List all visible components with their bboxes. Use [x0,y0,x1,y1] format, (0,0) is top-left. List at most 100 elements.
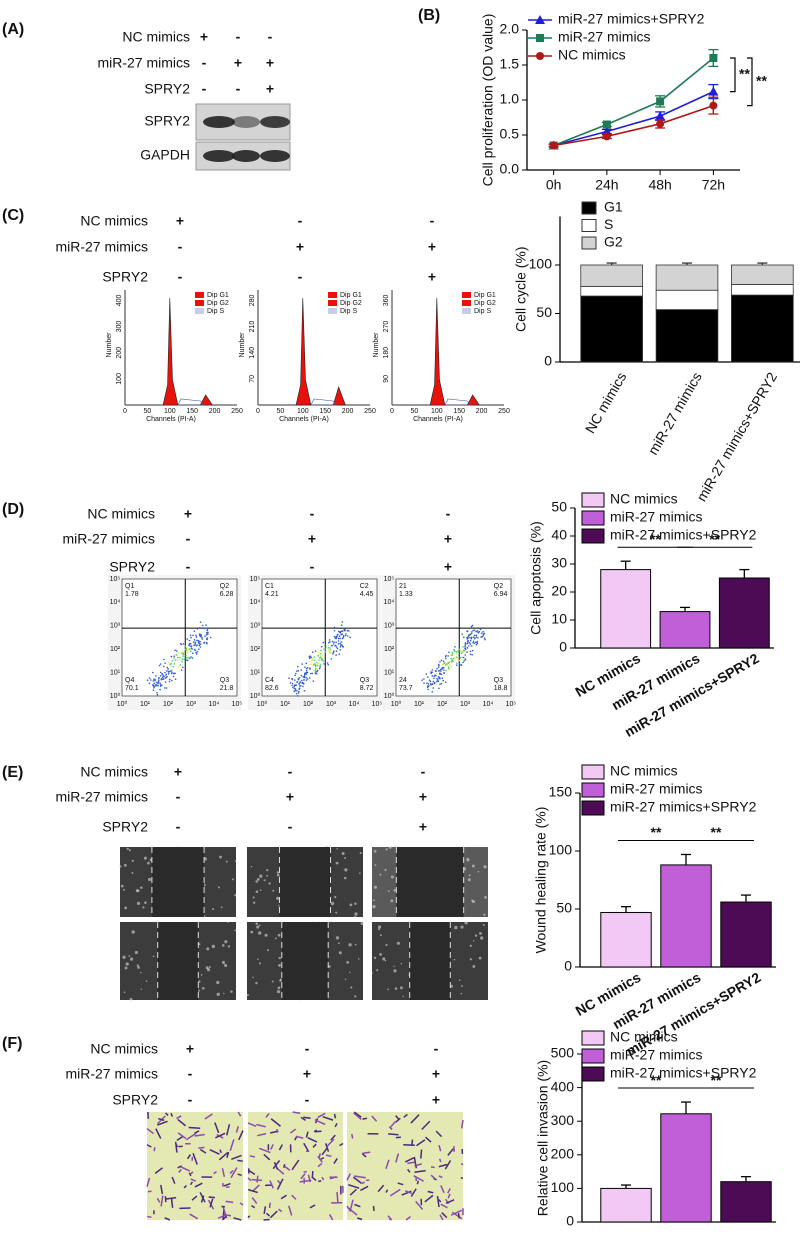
invading-cell [177,1118,187,1127]
cell-speck [122,955,126,959]
dotplot-dot [313,659,316,661]
dotplot-dot [165,687,168,689]
invading-cell [415,1200,424,1210]
treatment-sign: - [430,213,435,229]
dotplot-dot [475,643,478,646]
dotplot-dot [155,675,157,677]
cell-speck [354,943,357,946]
bar [720,1181,772,1223]
invading-cell [438,1163,448,1168]
dotplot-dot [429,680,432,683]
dotplot-dot [470,636,473,639]
dotplot-dot [431,691,434,693]
dotplot-dot [152,680,155,682]
dotplot-dot [154,678,157,681]
cell-speck [359,872,361,874]
dotplot-dot [189,645,192,647]
cell-speck [360,921,364,925]
cell-speck [354,912,358,916]
dotplot-dot [471,649,474,652]
dotplot-dot [464,647,467,650]
treatment-label: miR-27 mimics [62,531,155,547]
histogram-peak [466,394,480,406]
treatment-sign: + [419,819,427,835]
dotplot-dot [195,653,198,655]
dotplot-dot [199,646,202,648]
cell-speck [212,908,215,911]
treatment-sign: + [444,531,452,547]
bar-segment [655,264,719,291]
dotplot-dot [304,673,306,675]
dotplot-dot [327,663,330,666]
invading-cell [291,1194,297,1200]
dotplot-dot [194,641,197,644]
dotplot-dot [445,669,447,672]
cell-speck [145,980,148,982]
dotplot-dot [159,688,161,691]
dotplot-dot [305,671,308,674]
dotplot-dot [164,681,167,683]
cell-speck [227,921,229,924]
invading-cell [377,1184,385,1193]
legend-swatch [581,800,605,816]
cell-speck [276,896,280,900]
cell-speck [382,957,386,961]
dotplot-dot [437,680,440,683]
dotplot-dot [209,636,212,639]
cell-speck [256,878,260,881]
dotplot-dot [205,631,208,634]
dotplot-dot [186,659,189,662]
invading-cell [270,1118,281,1127]
dotplot-dot [333,626,336,629]
wound-gap [281,922,329,1000]
dotplot-dot [168,680,171,683]
cell-speck [123,863,127,867]
dotplot-dot [343,629,346,632]
dotplot-dot [426,682,428,685]
invading-cell [247,1177,252,1182]
invading-cell [407,1168,411,1173]
dotplot-dot [186,652,188,655]
quadrant-value: 4.21 [265,591,279,598]
cell-speck [371,972,373,975]
dotplot-dot [338,635,341,638]
dotplot-dot [421,679,423,681]
cell-speck [460,925,464,929]
x-tick-label: miR-27 mimics+SPRY2 [693,369,780,504]
dotplot-dot [322,641,325,644]
hist-legend-label: Dip S [474,308,491,315]
invading-cell [160,1195,164,1207]
invading-cell [330,1134,336,1141]
cell-speck [126,847,129,850]
invading-cell [252,1184,260,1192]
dotplot-dot [300,674,303,677]
invading-cell [190,1178,197,1182]
quadrant-value: 6.28 [220,591,234,598]
invading-cell [460,1119,464,1129]
dotplot-dot [314,650,317,652]
dotplot-dot [291,682,294,685]
invading-cell [351,1133,354,1139]
dotplot-dot [192,641,195,643]
cell-speck [257,958,259,961]
treatment-sign: - [305,1092,310,1108]
y-axis-label: Wound healing rate (%) [533,807,549,954]
cell-speck [276,989,281,994]
invading-cell [257,1132,267,1137]
dotplot-dot [167,668,169,670]
dotplot-dot [298,690,300,693]
legend-label: miR-27 mimics [558,29,651,45]
dotplot-dot [204,635,206,638]
legend-label: G2 [604,234,623,250]
cell-speck [344,978,347,981]
cell-speck [349,971,351,974]
dotplot-dot [470,637,473,640]
invading-cell [349,1199,354,1210]
dotplot-dot [464,644,467,646]
hist-legend-swatch [195,292,204,298]
cell-speck [384,959,387,962]
invading-cell [407,1161,415,1165]
blot-label: SPRY2 [144,113,190,129]
dotplot-dot [319,652,322,655]
invading-cell [329,1214,334,1221]
